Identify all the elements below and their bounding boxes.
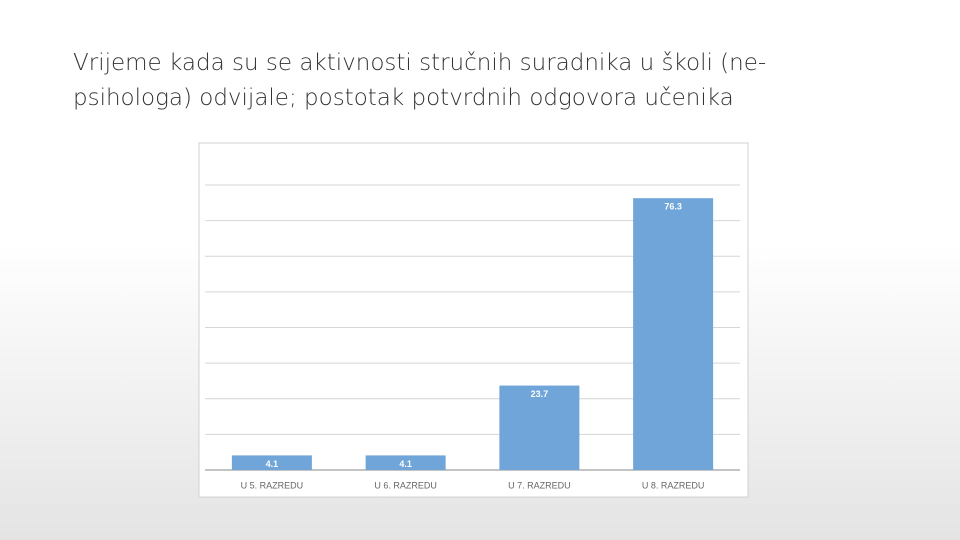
data-label: 76.3 — [664, 202, 682, 212]
bar — [499, 385, 580, 470]
bar — [365, 455, 446, 470]
x-tick-label: U 6. RAZREDU — [374, 480, 437, 490]
data-label: 4.1 — [266, 459, 279, 469]
data-label: 23.7 — [531, 389, 549, 399]
x-tick-label: U 5. RAZREDU — [241, 480, 304, 490]
bar — [633, 198, 714, 470]
data-label: 4.1 — [399, 459, 412, 469]
x-tick-label: U 8. RAZREDU — [642, 480, 705, 490]
x-tick-label: U 7. RAZREDU — [508, 480, 571, 490]
bar — [231, 455, 312, 470]
chart-title: Vrijeme kada su se aktivnosti stručnih s… — [73, 50, 767, 111]
